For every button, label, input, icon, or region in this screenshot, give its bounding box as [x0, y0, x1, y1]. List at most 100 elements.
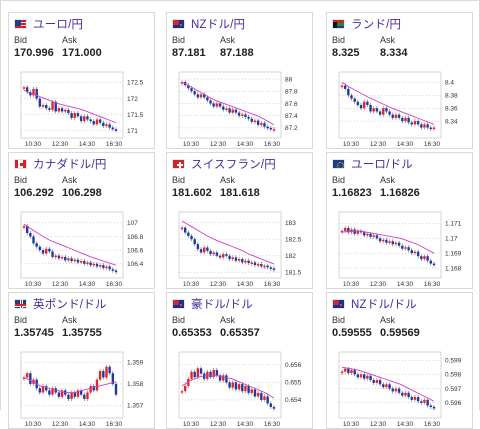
candle-down: [375, 235, 379, 239]
moving-average-line: [181, 220, 275, 265]
ask-value: 1.35755: [62, 327, 102, 339]
ask-value: 87.188: [220, 47, 254, 59]
candle-down: [102, 371, 105, 378]
rate-card-usdjpy[interactable]: ユーロ/円 Bid Ask 170.996 171.000 172.5 172 171.5 17…: [8, 12, 155, 149]
rate-card-chfjpy[interactable]: スイスフラン/円 Bid Ask 181.602 181.618 183 182.5 182 1…: [166, 152, 313, 289]
candle-down: [196, 244, 200, 250]
candle-up: [83, 116, 86, 122]
currency-pair-title[interactable]: カナダドル/円: [33, 159, 107, 171]
price-chart: 107 106.8 106.6 106.4 10:30 12:30 14:30 16:30: [20, 211, 144, 288]
ask-label: Ask: [220, 35, 236, 45]
candle-up: [356, 230, 360, 234]
x-tick-label: 16:30: [424, 141, 441, 148]
candle-up: [260, 123, 263, 125]
rate-card-nzdusd[interactable]: NZドル/ドル Bid Ask 0.59555 0.59569 0.599 0.598 0.5…: [326, 292, 473, 429]
rate-card-eurusd[interactable]: ユーロ/ドル Bid Ask 1.16823 1.16826 1.171 1.17 1.169…: [326, 152, 473, 289]
card-header: カナダドル/円: [14, 157, 107, 171]
currency-pair-title[interactable]: NZドル/円: [191, 19, 246, 31]
currency-pair-title[interactable]: 英ポンド/ドル: [33, 299, 107, 311]
card-header: スイスフラン/円: [172, 157, 276, 171]
candle-down: [234, 257, 238, 261]
currency-pair-title[interactable]: NZドル/ドル: [351, 299, 417, 311]
candle-down: [218, 375, 222, 381]
bid-value: 0.65353: [172, 327, 212, 339]
candle-down: [29, 233, 32, 237]
candle-up: [95, 119, 99, 125]
bid-label: Bid: [332, 315, 346, 325]
candle-down: [79, 390, 83, 395]
x-tick-label: 12:30: [370, 141, 387, 148]
candle-down: [209, 250, 212, 255]
rate-card-cadjpy[interactable]: カナダドル/円 Bid Ask 106.292 106.298 107 106.8 106.6…: [8, 152, 155, 289]
candle-down: [237, 112, 241, 116]
candle-up: [105, 366, 108, 378]
candle-down: [183, 227, 187, 233]
price-chart: 1.171 1.17 1.169 1.168 10:30 12:30 14:30 16:30: [338, 211, 462, 288]
plot-frame: [338, 211, 442, 279]
candle-up: [404, 247, 407, 249]
candle-up: [359, 374, 363, 378]
bid-label: Bid: [172, 35, 186, 45]
candle-down: [215, 252, 219, 256]
y-tick-label: 8.36: [445, 106, 458, 113]
candle-down: [397, 388, 401, 393]
candle-down: [410, 122, 413, 125]
candle-down: [86, 116, 89, 120]
moving-average-line: [23, 223, 117, 266]
candle-up: [73, 259, 76, 262]
candle-up: [199, 94, 203, 98]
candle-down: [429, 260, 433, 264]
y-tick-label: 8.34: [445, 118, 458, 125]
candle-up: [222, 375, 225, 381]
candle-down: [432, 263, 436, 266]
candle-down: [363, 374, 366, 379]
currency-pair-title[interactable]: 豪ドル/ドル: [191, 299, 253, 311]
candle-down: [416, 397, 420, 402]
x-tick-label: 14:30: [79, 281, 96, 288]
candle-down: [250, 118, 253, 122]
candle-down: [45, 105, 48, 109]
candle-down: [378, 238, 382, 242]
rate-card-audusd[interactable]: 豪ドル/ドル Bid Ask 0.65353 0.65357 0.656 0.655 0.65…: [166, 292, 313, 429]
rate-card-nzdjpy[interactable]: NZドル/円 Bid Ask 87.181 87.188 88 87.8 87.6 87.4 87…: [166, 12, 313, 149]
candle-down: [388, 384, 391, 389]
candle-up: [215, 103, 219, 107]
x-tick-label: 14:30: [237, 421, 254, 428]
currency-pair-title[interactable]: ランド/円: [351, 19, 402, 31]
y-tick-label: 172.5: [127, 80, 144, 87]
candle-down: [426, 256, 429, 261]
ask-value: 171.000: [62, 47, 102, 59]
candle-up: [22, 377, 26, 379]
candle-down: [228, 108, 231, 113]
x-tick-label: 10:30: [343, 141, 360, 148]
candle-up: [45, 248, 48, 254]
currency-pair-title[interactable]: ユーロ/円: [33, 19, 84, 31]
y-tick-label: 87.6: [285, 101, 298, 108]
card-header: NZドル/円: [172, 17, 245, 31]
moving-average-line: [341, 366, 435, 402]
x-tick-label: 12:30: [52, 421, 69, 428]
x-tick-label: 12:30: [52, 281, 69, 288]
rate-card-gbpusd[interactable]: 英ポンド/ドル Bid Ask 1.35745 1.35755 1.359 1.358 1.3…: [8, 292, 155, 429]
candle-down: [79, 116, 83, 122]
ask-value: 1.16826: [380, 187, 420, 199]
candle-up: [382, 108, 385, 115]
candle-down: [25, 87, 29, 93]
au-flag-icon: [172, 299, 185, 309]
y-tick-label: 0.654: [285, 397, 302, 404]
currency-pair-title[interactable]: スイスフラン/円: [191, 159, 276, 171]
x-tick-label: 14:30: [237, 281, 254, 288]
bid-label: Bid: [332, 35, 346, 45]
x-tick-label: 10:30: [183, 421, 200, 428]
currency-pair-title[interactable]: ユーロ/ドル: [351, 159, 413, 171]
price-chart: 183 182.5 182 181.5 10:30 12:30 14:30 16:30: [178, 211, 302, 288]
candle-down: [401, 245, 404, 249]
candle-down: [407, 247, 410, 251]
candle-down: [272, 406, 276, 409]
candle-up: [343, 227, 347, 231]
rate-card-zarjpy[interactable]: ランド/円 Bid Ask 8.325 8.334 8.4 8.38 8.36 8.34 10:3…: [326, 12, 473, 149]
ask-value: 0.59569: [380, 327, 420, 339]
candle-up: [222, 254, 225, 258]
candle-down: [343, 85, 347, 89]
candle-down: [375, 108, 379, 112]
